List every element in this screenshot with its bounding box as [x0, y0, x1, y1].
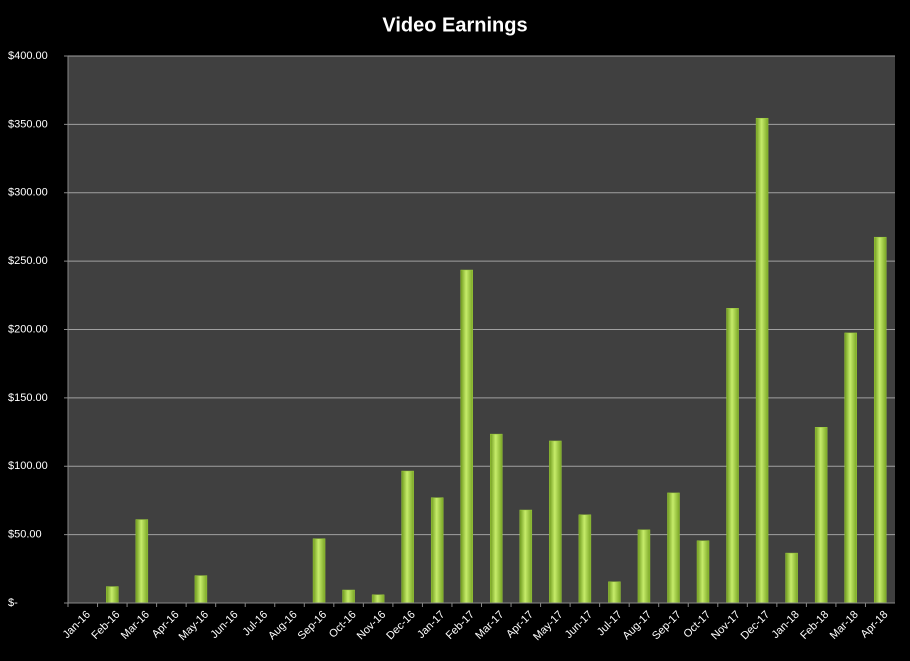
bar — [755, 117, 769, 604]
bar — [194, 575, 208, 604]
x-tick-label: Dec-16 — [384, 609, 418, 643]
y-tick-label: $100.00 — [8, 460, 48, 472]
x-tick-label: Jan-16 — [61, 609, 93, 641]
bar — [608, 581, 621, 604]
bar — [401, 470, 414, 604]
x-tick-label: Feb-18 — [798, 609, 831, 642]
y-tick-label: $350.00 — [8, 118, 48, 130]
y-tick-label: $- — [8, 597, 18, 609]
x-tick-label: Feb-16 — [89, 609, 122, 642]
bar — [312, 538, 326, 604]
bar — [814, 427, 828, 604]
x-tick-label: Dec-17 — [739, 609, 773, 643]
chart-title: Video Earnings — [382, 14, 527, 36]
x-tick-label: Mar-16 — [119, 609, 152, 642]
y-tick-label: $200.00 — [8, 323, 48, 335]
x-tick-label: Aug-16 — [266, 609, 300, 643]
x-tick-label: Jan-18 — [770, 609, 802, 641]
bar — [696, 540, 710, 604]
y-tick-label: $150.00 — [8, 392, 48, 404]
x-tick-label: Aug-17 — [621, 609, 655, 643]
x-tick-label: Feb-17 — [444, 609, 477, 642]
bar — [519, 509, 533, 604]
bar — [490, 433, 503, 604]
x-tick-label: Oct-16 — [327, 609, 359, 641]
bar — [726, 308, 739, 604]
y-tick-label: $50.00 — [8, 529, 42, 541]
x-tick-label: Sep-16 — [296, 609, 330, 643]
y-tick-label: $300.00 — [8, 187, 48, 199]
x-tick-label: Apr-18 — [859, 609, 891, 641]
bar — [844, 332, 857, 604]
bar — [873, 236, 887, 604]
x-tick-label: Mar-17 — [473, 609, 506, 642]
bar — [430, 497, 444, 604]
x-tick-label: Jun-16 — [208, 609, 240, 641]
bar — [578, 514, 592, 604]
bar — [667, 492, 680, 604]
bar — [371, 594, 385, 604]
x-tick-label: Oct-17 — [681, 609, 713, 641]
y-tick-label: $250.00 — [8, 255, 48, 267]
bar — [637, 529, 651, 604]
x-tick-label: Mar-18 — [828, 609, 861, 642]
bar — [785, 552, 798, 604]
x-tick-label: Sep-17 — [650, 609, 684, 643]
x-tick-label: Jun-17 — [563, 609, 595, 641]
x-tick-label: May-16 — [177, 609, 211, 643]
bar — [106, 586, 119, 604]
y-tick-label: $400.00 — [8, 50, 48, 62]
bar — [549, 440, 562, 604]
bar — [342, 589, 355, 604]
bar — [460, 269, 473, 604]
x-tick-label: Nov-16 — [355, 609, 389, 643]
x-tick-label: May-17 — [531, 609, 565, 643]
bar — [135, 519, 149, 604]
x-tick-label: Jan-17 — [415, 609, 447, 641]
x-tick-label: Nov-17 — [709, 609, 743, 643]
